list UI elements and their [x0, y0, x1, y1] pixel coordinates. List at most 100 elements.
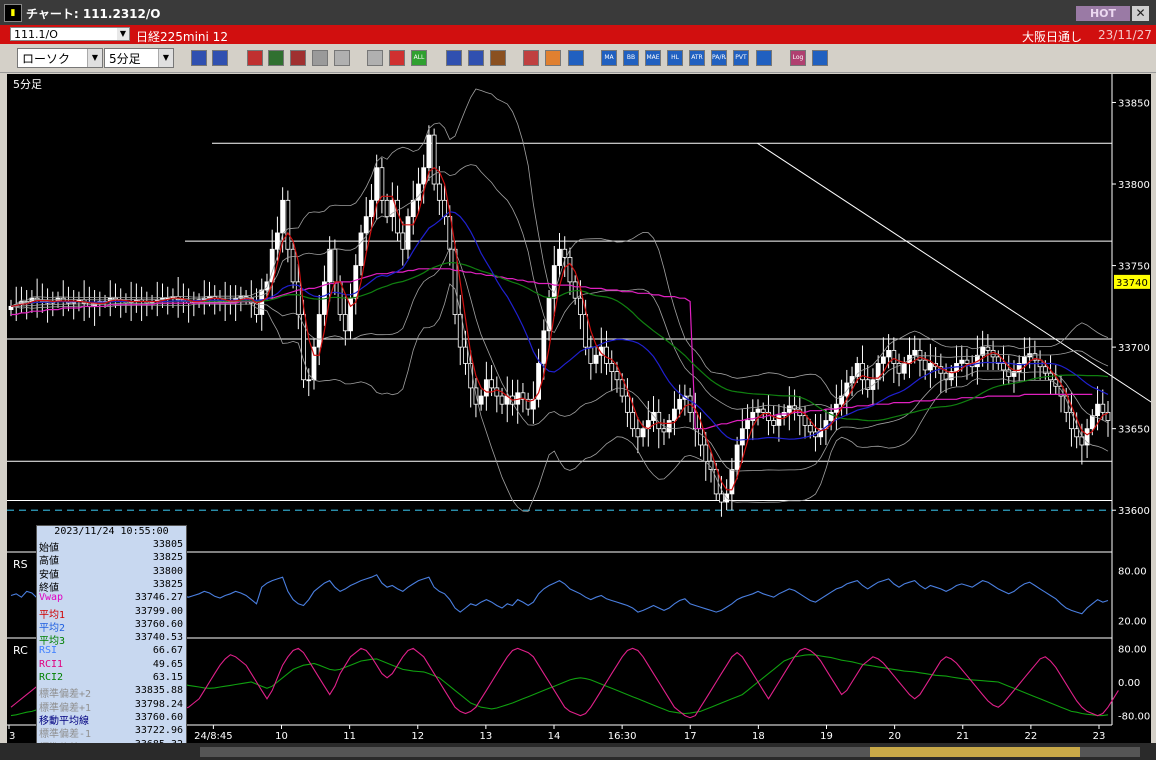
info-row: 平均3 33740.53: [37, 632, 186, 648]
candle: [870, 379, 876, 390]
line-icon[interactable]: [290, 50, 306, 66]
rci1-line: [10, 647, 1119, 719]
candle: [901, 363, 907, 374]
candle: [1058, 385, 1064, 397]
ohlc-info-box: 2023/11/24 10:55:00 始値 33805 高値 33825 安値 3380…: [36, 525, 187, 758]
stack-icon[interactable]: [756, 50, 772, 66]
info-row: RSI 66.67: [37, 645, 186, 658]
candle: [786, 405, 792, 413]
candle: [651, 411, 656, 421]
candle: [421, 167, 427, 185]
pa-icon[interactable]: PA/RA: [711, 50, 727, 66]
brush-icon[interactable]: [490, 50, 506, 66]
price-label: 33800: [1118, 180, 1150, 191]
candle: [656, 411, 662, 430]
chevron-down-icon[interactable]: ▼: [117, 28, 129, 40]
time-label: 10: [275, 731, 288, 742]
square-icon[interactable]: [367, 50, 383, 66]
candle: [745, 420, 750, 430]
scroll-thumb[interactable]: [870, 747, 1080, 757]
candle: [891, 349, 897, 364]
wrench-icon[interactable]: [545, 50, 561, 66]
info-row: 標準偏差+1 33798.24: [37, 699, 186, 714]
candle: [332, 248, 338, 283]
atr-icon[interactable]: ATR: [689, 50, 705, 66]
mae-icon[interactable]: MAE: [645, 50, 661, 66]
candle: [739, 428, 745, 446]
chevron-down-icon[interactable]: ▼: [158, 49, 173, 67]
time-label: 17: [684, 731, 697, 742]
close-button[interactable]: ✕: [1132, 6, 1149, 21]
ma-icon[interactable]: MA: [601, 50, 617, 66]
zoom-icon[interactable]: [268, 50, 284, 66]
draw-icon[interactable]: [247, 50, 263, 66]
chart-type-value: ローソク: [22, 52, 71, 66]
candle: [1011, 371, 1017, 377]
info-row-value: 33740.53: [134, 632, 183, 644]
candle: [457, 314, 463, 348]
palette-icon[interactable]: [568, 50, 584, 66]
gear-icon[interactable]: [523, 50, 539, 66]
current-price-box: [1114, 274, 1150, 289]
time-label: 20: [888, 731, 901, 742]
window-title: チャート: 111.2312/O: [26, 7, 161, 21]
cursor-icon[interactable]: [468, 50, 484, 66]
candle: [917, 349, 923, 361]
info-row-value: 33722.96: [134, 725, 183, 737]
chevron-down-icon[interactable]: ▼: [87, 49, 102, 67]
candle: [290, 248, 296, 283]
hl-icon[interactable]: HL: [667, 50, 683, 66]
bottom-scrollbar[interactable]: [0, 743, 1156, 760]
interval-select[interactable]: 5分足 ▼: [104, 48, 174, 68]
candle: [672, 408, 677, 421]
log-icon[interactable]: Log: [790, 50, 806, 66]
all-icon[interactable]: ALL: [411, 50, 427, 66]
info-row-value: 63.15: [152, 672, 183, 683]
pencil-icon[interactable]: [446, 50, 462, 66]
ma-mid-line: [10, 211, 1109, 441]
candle: [625, 395, 630, 413]
candle: [640, 428, 646, 438]
candle: [494, 387, 500, 397]
arrows-icon[interactable]: [312, 50, 328, 66]
candle: [964, 359, 970, 364]
candle: [598, 346, 604, 356]
chart-area[interactable]: 34524/8:45101112131416:30171819202122233…: [7, 74, 1151, 758]
pvt-icon[interactable]: PVT: [733, 50, 749, 66]
bb-icon[interactable]: BB: [623, 50, 639, 66]
candle: [374, 167, 380, 201]
bollinger-band: [10, 88, 1109, 400]
candle: [499, 395, 505, 405]
candle: [1105, 411, 1111, 421]
candle: [734, 444, 740, 470]
info-icon[interactable]: [334, 50, 350, 66]
time-label: 19: [820, 731, 833, 742]
candle: [666, 420, 672, 433]
info-row-value: 33825: [152, 578, 183, 590]
scroll-track[interactable]: [200, 747, 1140, 757]
candle: [358, 232, 364, 266]
hot-button[interactable]: HOT: [1076, 6, 1130, 21]
bars-icon[interactable]: [212, 50, 228, 66]
info-row-value: 33805: [152, 539, 183, 550]
flag-icon[interactable]: [812, 50, 828, 66]
info-row-label: 平均3: [39, 636, 66, 648]
candle: [922, 359, 928, 371]
candle: [1022, 356, 1027, 364]
candle: [541, 330, 547, 364]
candle: [410, 199, 416, 218]
chart-type-select[interactable]: ローソク ▼: [17, 48, 103, 68]
candle: [661, 428, 667, 433]
square-icon[interactable]: [389, 50, 405, 66]
rsi-line: [10, 574, 1109, 615]
candle: [520, 392, 526, 400]
info-row-value: 33760.60: [134, 711, 183, 723]
symbol-select[interactable]: 111.1/O ▼: [10, 27, 130, 41]
candle: [750, 411, 756, 421]
candle: [551, 265, 557, 299]
info-row-label: 標準偏差-1: [39, 729, 92, 741]
search-icon[interactable]: [191, 50, 207, 66]
info-row: 平均1 33799.00: [37, 606, 186, 621]
info-row-value: 66.67: [152, 645, 183, 657]
price-label: 33750: [1118, 262, 1150, 273]
